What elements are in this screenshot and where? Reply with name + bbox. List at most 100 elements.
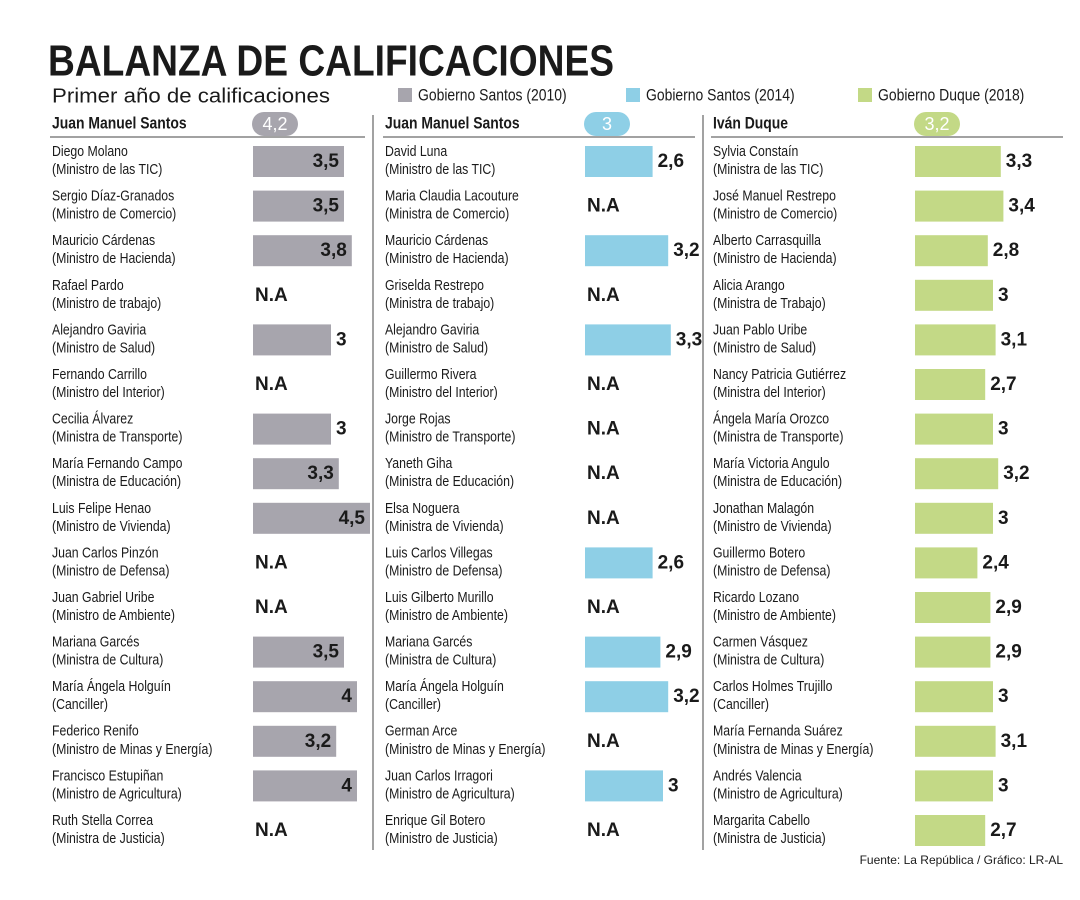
minister-role: (Ministro del Interior): [385, 384, 498, 400]
value-label: 3,2: [673, 686, 699, 707]
minister-role: (Ministro de Salud): [52, 339, 155, 355]
value-label: 3,2: [305, 731, 331, 752]
bar: [915, 413, 993, 445]
minister-name: David Luna: [385, 143, 448, 159]
bar: [253, 770, 357, 802]
bar: [253, 458, 339, 490]
minister-name: Margarita Cabello: [713, 812, 810, 828]
value-label: 3,5: [313, 196, 340, 217]
minister-name: Carlos Holmes Trujillo: [713, 678, 833, 694]
bar: [253, 413, 331, 445]
legend-swatch: [398, 88, 412, 102]
minister-name: Mariana Garcés: [52, 633, 140, 649]
minister-name: María Ángela Holguín: [385, 677, 504, 694]
minister-name: María Fernando Campo: [52, 455, 183, 471]
minister-name: Diego Molano: [52, 143, 128, 159]
minister-role: (Ministro de trabajo): [52, 295, 161, 311]
minister-name: María Fernanda Suárez: [713, 723, 843, 739]
minister-role: (Ministro de Salud): [713, 339, 816, 355]
bar: [585, 681, 669, 713]
minister-role: (Ministro de Minas y Energía): [385, 741, 545, 757]
bar: [585, 547, 653, 579]
value-label: 3: [998, 686, 1009, 707]
minister-role: (Ministro de Ambiente): [713, 607, 836, 623]
minister-name: Francisco Estupiñan: [52, 767, 163, 783]
bar: [915, 770, 993, 802]
value-label: 3: [998, 508, 1009, 529]
value-label: 3,1: [1001, 731, 1028, 752]
value-label: 4,5: [339, 508, 366, 529]
legend-label: Gobierno Santos (2014): [646, 86, 795, 105]
value-label: 3,5: [313, 151, 340, 172]
value-label: 3: [998, 285, 1009, 306]
minister-role: (Ministra de trabajo): [385, 295, 494, 311]
minister-name: Sergio Díaz-Granados: [52, 187, 174, 203]
minister-name: Federico Renifo: [52, 723, 139, 739]
bar: [915, 458, 999, 490]
value-label: 3: [336, 419, 347, 440]
bar: [253, 502, 370, 534]
minister-name: Luis Felipe Henao: [52, 500, 151, 516]
bar: [253, 681, 357, 713]
bar: [915, 369, 986, 400]
value-label: 3: [998, 419, 1009, 440]
bar: [253, 324, 331, 356]
na-label: N.A: [587, 508, 620, 529]
minister-role: (Ministro de Justicia): [385, 830, 498, 846]
legend-label: Gobierno Santos (2010): [418, 86, 567, 105]
na-label: N.A: [255, 597, 288, 618]
minister-role: (Ministra de las TIC): [713, 161, 823, 177]
minister-role: (Ministra de Cultura): [713, 651, 824, 667]
minister-name: Luis Carlos Villegas: [385, 544, 493, 560]
source: Fuente: La República / Gráfico: LR-AL: [860, 853, 1064, 867]
value-label: 2,9: [665, 642, 691, 663]
minister-name: Ruth Stella Correa: [52, 812, 153, 828]
bar: [585, 235, 669, 267]
bar: [915, 324, 996, 356]
minister-role: (Ministro de Vivienda): [52, 518, 171, 534]
minister-name: Alejandro Gaviria: [385, 321, 480, 337]
minister-name: Rafael Pardo: [52, 277, 124, 293]
minister-name: Juan Pablo Uribe: [713, 321, 808, 337]
minister-name: Jonathan Malagón: [713, 500, 814, 516]
minister-role: (Ministra de Educación): [713, 473, 842, 489]
subtitle: Primer año de calificaciones: [52, 85, 330, 107]
rating-badge: [252, 112, 298, 136]
minister-role: (Ministra de Minas y Energía): [713, 741, 873, 757]
legend-swatch: [626, 88, 640, 102]
minister-name: Carmen Vásquez: [713, 633, 808, 649]
minister-role: (Ministro de Agricultura): [52, 785, 182, 801]
column-header: Juan Manuel Santos: [52, 114, 187, 133]
minister-name: Guillermo Botero: [713, 544, 806, 560]
value-label: 4: [341, 686, 352, 707]
bar: [915, 815, 986, 846]
minister-role: (Ministro de Ambiente): [52, 607, 175, 623]
minister-name: German Arce: [385, 723, 458, 739]
minister-role: (Ministro de Defensa): [52, 562, 169, 578]
minister-name: María Ángela Holguín: [52, 677, 171, 694]
minister-role: (Ministro de Transporte): [385, 428, 515, 444]
minister-name: Mauricio Cárdenas: [385, 232, 488, 248]
minister-name: Griselda Restrepo: [385, 277, 484, 293]
value-label: 3: [336, 329, 347, 350]
minister-role: (Ministro de Minas y Energía): [52, 741, 212, 757]
value-label: 2,9: [995, 597, 1021, 618]
na-label: N.A: [587, 463, 620, 484]
bar: [253, 146, 344, 177]
minister-role: (Canciller): [713, 696, 769, 712]
minister-name: Andrés Valencia: [713, 767, 802, 783]
rating-label: 3: [602, 114, 612, 134]
na-label: N.A: [255, 374, 288, 395]
value-label: 4: [341, 775, 352, 796]
minister-name: Enrique Gil Botero: [385, 812, 486, 828]
minister-name: Mariana Garcés: [385, 633, 473, 649]
minister-name: José Manuel Restrepo: [713, 187, 836, 203]
minister-name: Juan Carlos Pinzón: [52, 544, 159, 560]
na-label: N.A: [587, 196, 620, 217]
minister-name: Mauricio Cárdenas: [52, 232, 155, 248]
bar: [585, 146, 653, 177]
minister-role: (Ministra de Justicia): [52, 830, 165, 846]
value-label: 2,6: [658, 552, 684, 573]
minister-role: (Ministra de Transporte): [52, 428, 182, 444]
column-header: Iván Duque: [713, 114, 788, 133]
